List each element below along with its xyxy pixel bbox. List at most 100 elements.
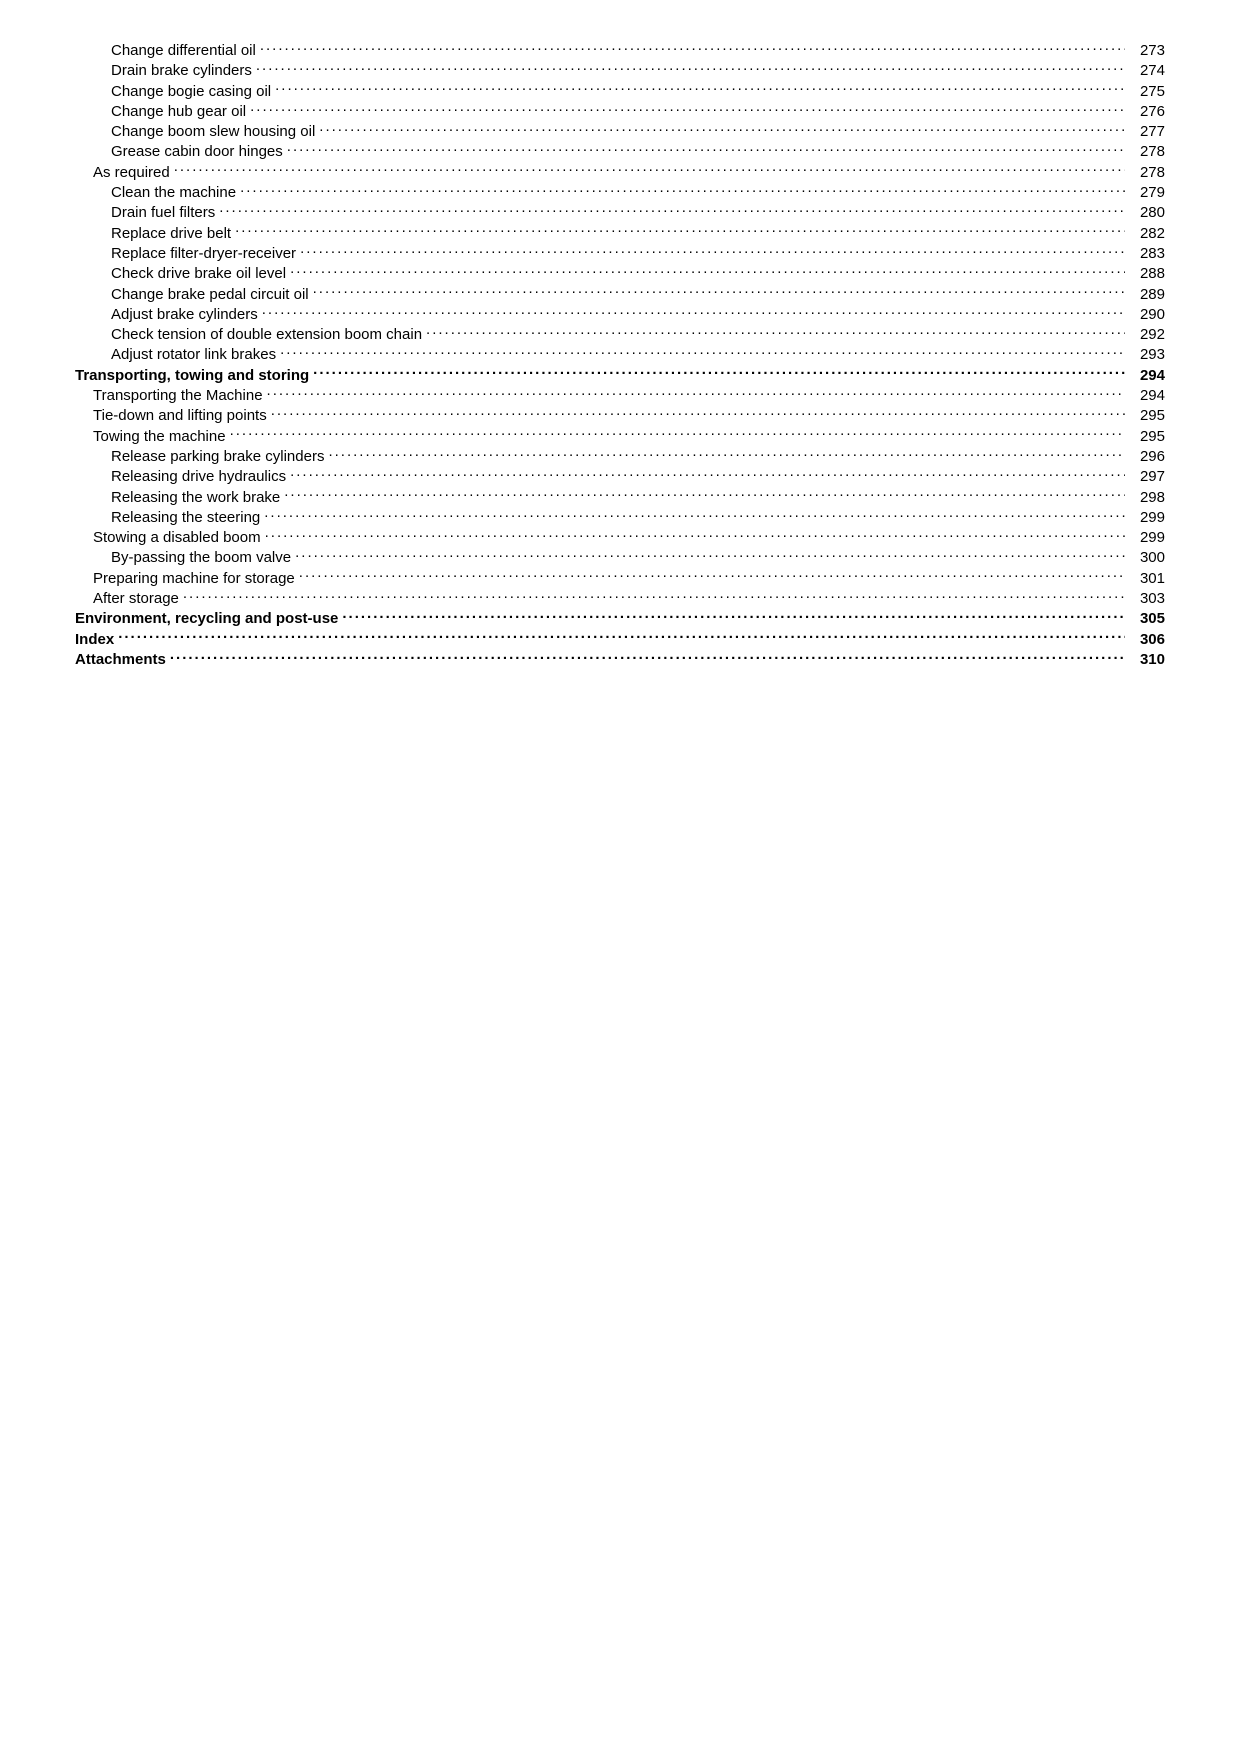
toc-page-number: 310 (1125, 651, 1165, 669)
toc-page-number: 278 (1125, 143, 1165, 161)
toc-entry: By-passing the boom valve 300 (75, 547, 1165, 567)
toc-entry: Adjust brake cylinders290 (75, 304, 1165, 324)
toc-leader-dots (265, 527, 1125, 542)
toc-leader-dots (240, 182, 1125, 197)
toc-label: Change differential oil (75, 42, 260, 60)
toc-label: Drain fuel filters (75, 204, 219, 222)
toc-leader-dots (170, 649, 1125, 664)
toc-page-number: 299 (1125, 509, 1165, 527)
toc-entry: Transporting, towing and storing 294 (75, 365, 1165, 385)
toc-entry: Tie-down and lifting points 295 (75, 405, 1165, 425)
toc-page-number: 273 (1125, 42, 1165, 60)
toc-leader-dots (313, 365, 1125, 380)
toc-entry: Releasing the work brake298 (75, 487, 1165, 507)
toc-leader-dots (256, 60, 1125, 75)
toc-entry: Change boom slew housing oil 277 (75, 121, 1165, 141)
toc-page-number: 300 (1125, 549, 1165, 567)
toc-page-number: 280 (1125, 204, 1165, 222)
toc-page-number: 303 (1125, 590, 1165, 608)
toc-leader-dots (271, 405, 1125, 420)
toc-page-number: 305 (1125, 610, 1165, 628)
toc-entry: Change brake pedal circuit oil289 (75, 284, 1165, 304)
toc-page-number: 296 (1125, 448, 1165, 466)
toc-label: By-passing the boom valve (75, 549, 295, 567)
toc-leader-dots (275, 81, 1125, 96)
toc-leader-dots (313, 284, 1125, 299)
toc-entry: Attachments310 (75, 649, 1165, 669)
toc-page-number: 278 (1125, 164, 1165, 182)
toc-leader-dots (287, 141, 1125, 156)
toc-label: Releasing the work brake (75, 489, 284, 507)
toc-leader-dots (284, 487, 1125, 502)
toc-entry: Release parking brake cylinders 296 (75, 446, 1165, 466)
toc-leader-dots (260, 40, 1125, 55)
toc-entry: Clean the machine279 (75, 182, 1165, 202)
toc-page-number: 290 (1125, 306, 1165, 324)
toc-page-number: 292 (1125, 326, 1165, 344)
toc-entry: Environment, recycling and post-use 305 (75, 608, 1165, 628)
toc-label: Check tension of double extension boom c… (75, 326, 426, 344)
toc-leader-dots (235, 223, 1125, 238)
toc-leader-dots (280, 344, 1125, 359)
table-of-contents: Change differential oil 273 Drain brake cy… (75, 40, 1165, 669)
toc-page-number: 293 (1125, 346, 1165, 364)
toc-label: Check drive brake oil level (75, 265, 290, 283)
toc-leader-dots (300, 243, 1125, 258)
toc-entry: Grease cabin door hinges 278 (75, 141, 1165, 161)
toc-label: Index (75, 631, 118, 649)
toc-label: Change bogie casing oil (75, 83, 275, 101)
toc-entry: Transporting the Machine294 (75, 385, 1165, 405)
toc-leader-dots (295, 547, 1125, 562)
toc-entry: Check drive brake oil level 288 (75, 263, 1165, 283)
toc-label: Clean the machine (75, 184, 240, 202)
toc-leader-dots (262, 304, 1125, 319)
toc-label: Change hub gear oil (75, 103, 250, 121)
toc-entry: Towing the machine295 (75, 426, 1165, 446)
toc-entry: Index 306 (75, 629, 1165, 649)
toc-label: Transporting, towing and storing (75, 367, 313, 385)
toc-page-number: 277 (1125, 123, 1165, 141)
toc-leader-dots (118, 629, 1125, 644)
toc-page-number: 306 (1125, 631, 1165, 649)
toc-label: Release parking brake cylinders (75, 448, 328, 466)
toc-page-number: 288 (1125, 265, 1165, 283)
toc-page-number: 295 (1125, 428, 1165, 446)
toc-label: As required (75, 164, 174, 182)
toc-label: Stowing a disabled boom (75, 529, 265, 547)
toc-leader-dots (230, 426, 1125, 441)
toc-entry: Stowing a disabled boom 299 (75, 527, 1165, 547)
toc-entry: Releasing the steering 299 (75, 507, 1165, 527)
toc-label: Tie-down and lifting points (75, 407, 271, 425)
toc-leader-dots (264, 507, 1125, 522)
toc-entry: As required 278 (75, 162, 1165, 182)
toc-page-number: 282 (1125, 225, 1165, 243)
toc-entry: Replace drive belt282 (75, 223, 1165, 243)
toc-page-number: 274 (1125, 62, 1165, 80)
toc-page-number: 301 (1125, 570, 1165, 588)
toc-page-number: 295 (1125, 407, 1165, 425)
toc-entry: Change bogie casing oil 275 (75, 81, 1165, 101)
toc-page-number: 289 (1125, 286, 1165, 304)
toc-label: Drain brake cylinders (75, 62, 256, 80)
toc-leader-dots (319, 121, 1125, 136)
toc-leader-dots (342, 608, 1125, 623)
toc-entry: After storage 303 (75, 588, 1165, 608)
toc-leader-dots (299, 568, 1125, 583)
toc-label: Releasing drive hydraulics (75, 468, 290, 486)
toc-page-number: 299 (1125, 529, 1165, 547)
toc-label: Change boom slew housing oil (75, 123, 319, 141)
toc-entry: Change hub gear oil 276 (75, 101, 1165, 121)
toc-page-number: 294 (1125, 367, 1165, 385)
toc-page-number: 275 (1125, 83, 1165, 101)
toc-label: Environment, recycling and post-use (75, 610, 342, 628)
toc-label: Preparing machine for storage (75, 570, 299, 588)
toc-leader-dots (219, 202, 1125, 217)
toc-leader-dots (250, 101, 1125, 116)
toc-leader-dots (174, 162, 1125, 177)
toc-label: Replace filter-dryer-receiver (75, 245, 300, 263)
toc-page-number: 276 (1125, 103, 1165, 121)
toc-label: After storage (75, 590, 183, 608)
toc-label: Releasing the steering (75, 509, 264, 527)
toc-page-number: 294 (1125, 387, 1165, 405)
toc-label: Grease cabin door hinges (75, 143, 287, 161)
